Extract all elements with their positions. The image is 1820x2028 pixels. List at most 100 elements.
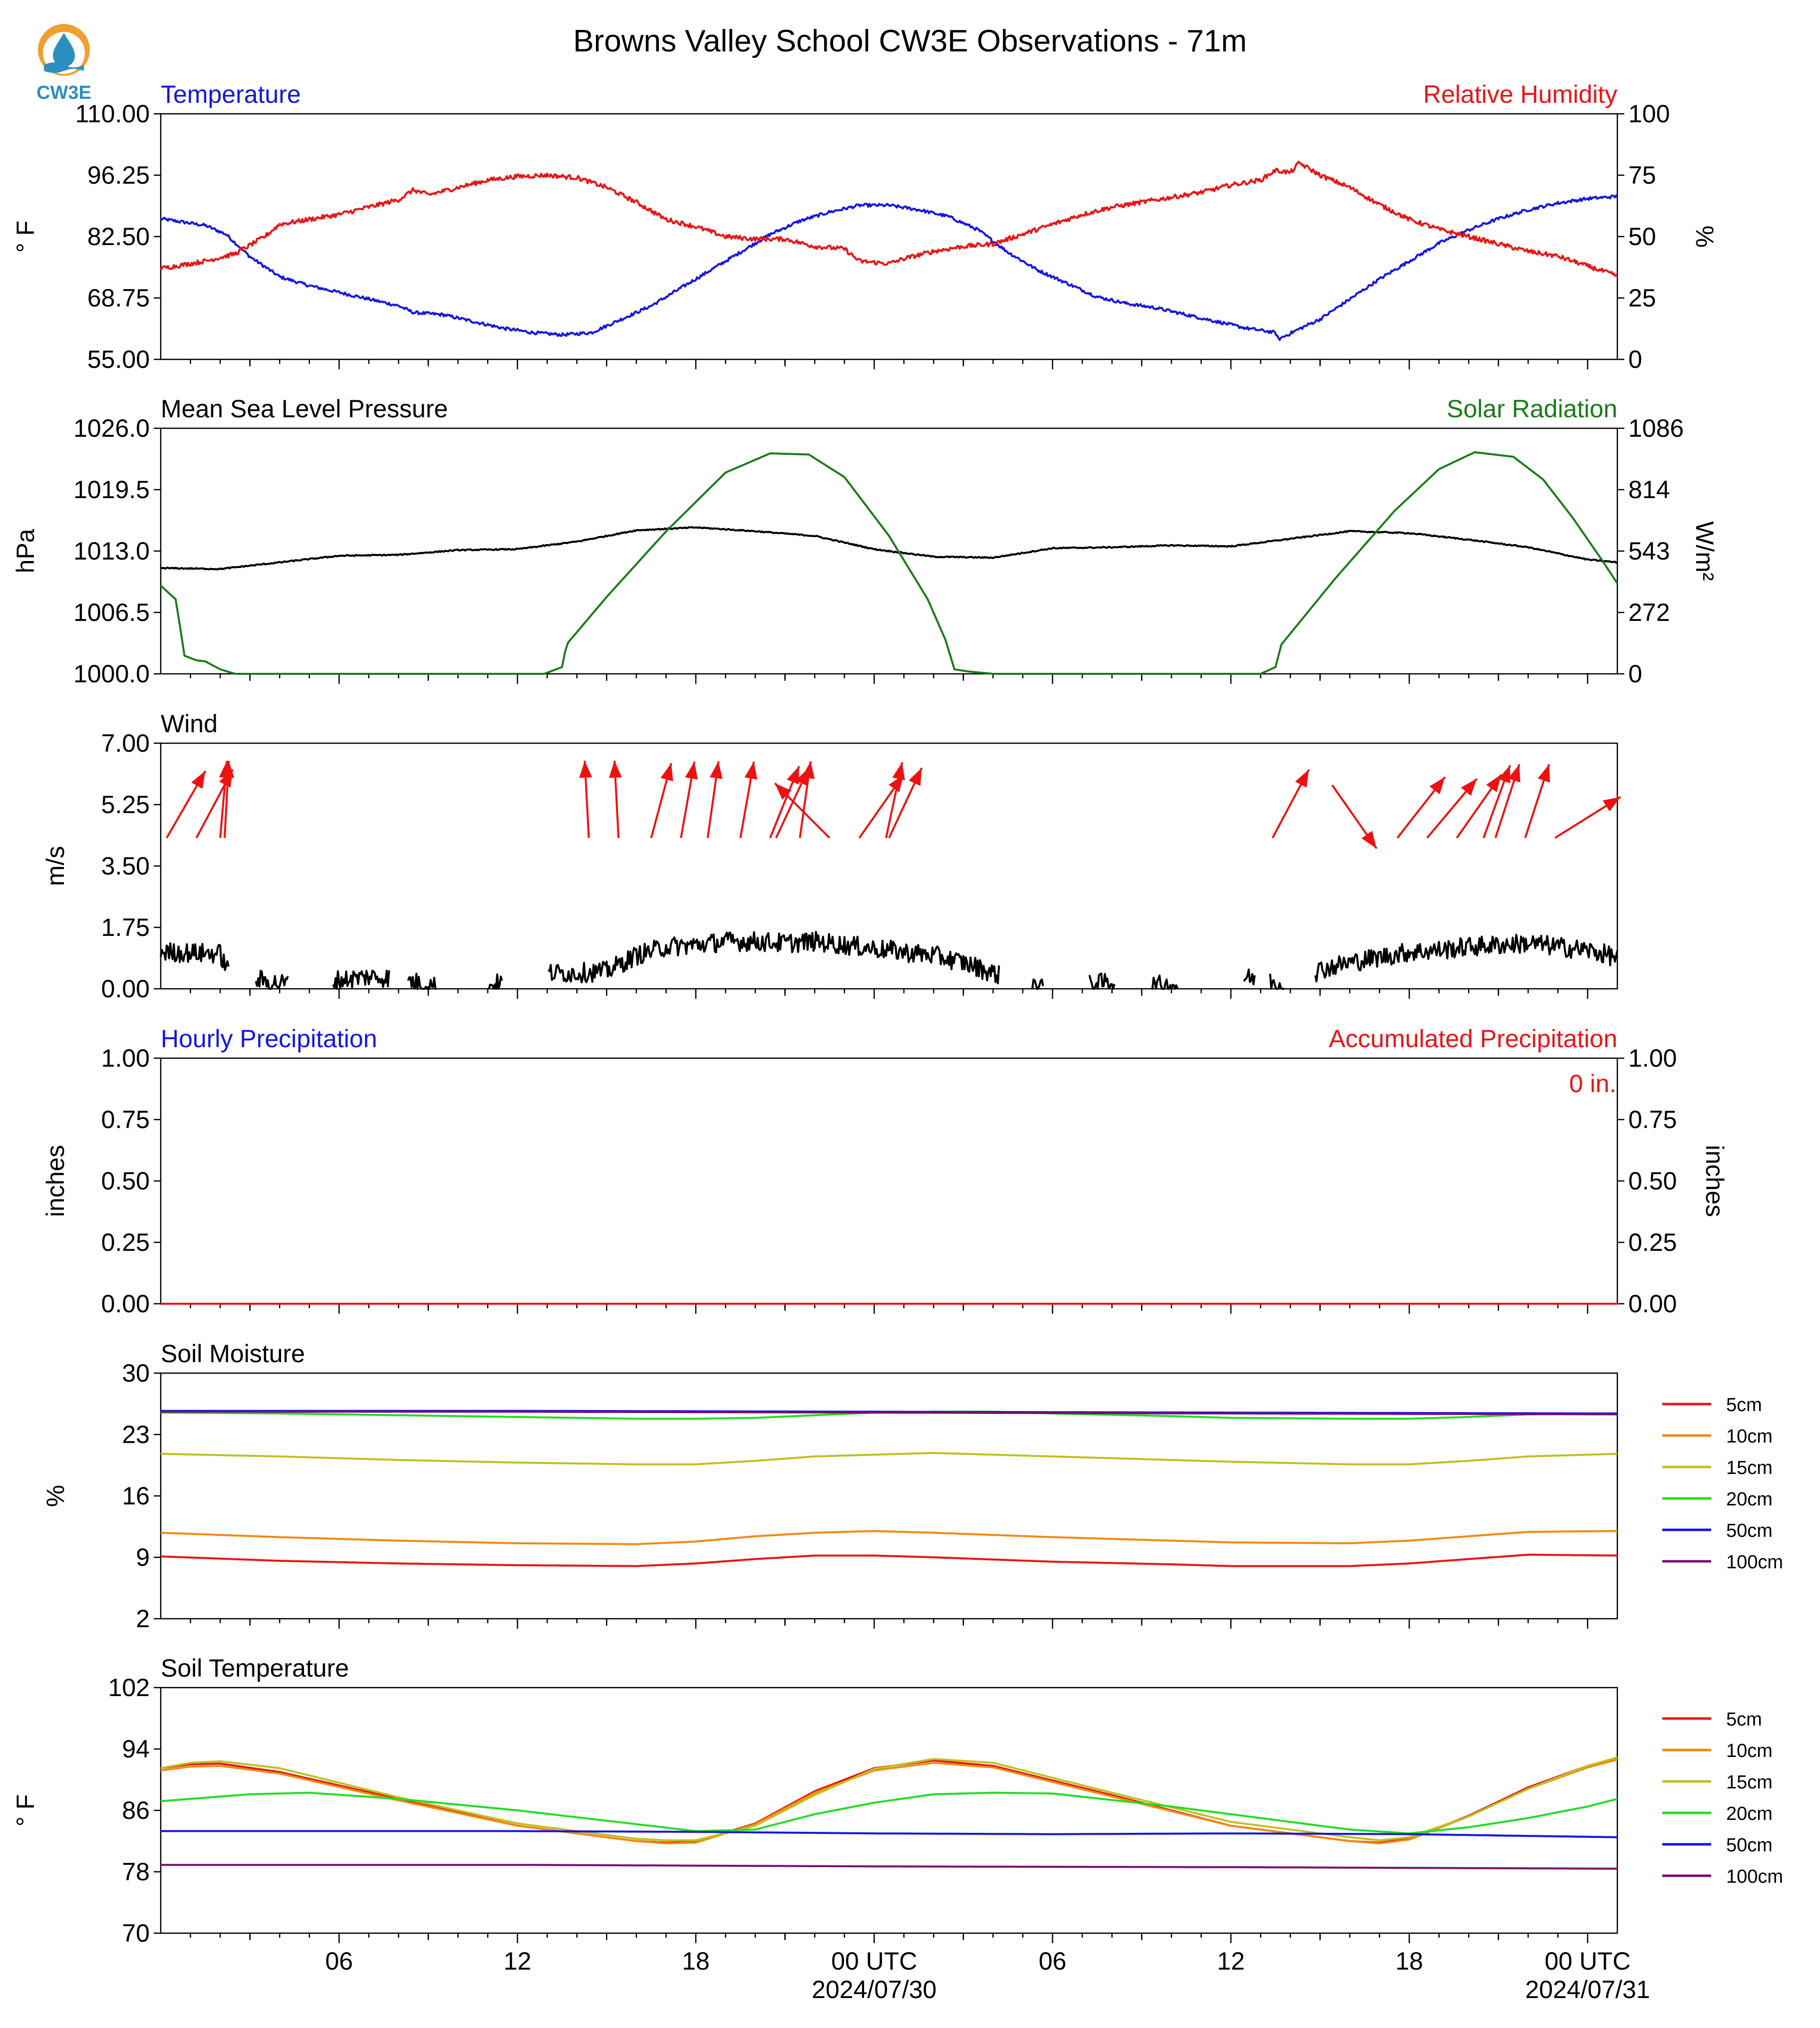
plot-frame	[160, 1687, 1618, 1934]
legend-label: 15cm	[1726, 1457, 1773, 1478]
panel-title-right: Solar Radiation	[1447, 395, 1617, 423]
wind-arrow	[166, 770, 207, 839]
legend-label: 100cm	[1726, 1866, 1783, 1887]
series-line-50cm	[161, 1830, 1618, 1838]
y-tick-label: 5.25	[101, 791, 150, 819]
y-tick-label: 0.75	[101, 1106, 150, 1134]
y-tick-label: 0.25	[101, 1228, 150, 1256]
y-tick-label: 30	[122, 1359, 150, 1387]
y-axis-label: inches	[41, 1145, 69, 1217]
panel-title-left: Mean Sea Level Pressure	[161, 395, 448, 423]
x-date-label: 2024/07/30	[812, 1976, 936, 2004]
wind-arrow	[799, 761, 815, 839]
legend-label: 20cm	[1726, 1803, 1773, 1824]
series-line-1	[160, 160, 1618, 277]
y2-tick-label: 1086	[1628, 414, 1684, 442]
wind-arrow	[1494, 764, 1520, 839]
plot-frame	[160, 1057, 1618, 1305]
panel-title-right: Accumulated Precipitation	[1329, 1025, 1617, 1053]
wind-arrow	[739, 761, 758, 839]
y-tick-label: 55.00	[87, 345, 150, 373]
wind-arrow-head	[1498, 765, 1511, 784]
logo-drop-icon	[53, 33, 75, 67]
plot-frame	[160, 113, 1618, 360]
y-axis-label: ° F	[11, 221, 39, 253]
y2-tick-label: 272	[1628, 598, 1670, 626]
wind-arrow	[1524, 764, 1550, 839]
y-tick-label: 1019.5	[73, 476, 150, 504]
legend-label: 50cm	[1726, 1520, 1773, 1541]
y-tick-label: 1013.0	[73, 537, 150, 565]
wind-arrow	[774, 782, 831, 839]
y-tick-label: 1.75	[101, 913, 150, 941]
y2-tick-label: 1.00	[1628, 1044, 1677, 1072]
wind-arrow	[706, 761, 723, 839]
y-tick-label: 82.50	[87, 223, 150, 251]
wind-arrow	[1426, 778, 1478, 839]
wind-arrow-head	[608, 760, 622, 778]
y2-tick-label: 0.25	[1628, 1228, 1677, 1256]
legend-label: 15cm	[1726, 1772, 1773, 1793]
panel-title-left: Hourly Precipitation	[161, 1025, 377, 1053]
y-tick-label: 86	[122, 1796, 150, 1824]
y-tick-label: 94	[122, 1735, 150, 1763]
wind-arrow-head	[909, 768, 922, 786]
wind-arrow-head	[787, 766, 799, 785]
series-line-0	[160, 931, 1618, 990]
y2-tick-label: 25	[1628, 284, 1656, 312]
y-tick-label: 1000.0	[73, 660, 150, 688]
wind-arrow-head	[660, 763, 673, 782]
wind-arrow	[769, 766, 800, 839]
y-tick-label: 110.00	[75, 100, 150, 128]
wind-arrow-head	[775, 783, 792, 800]
wind-arrow	[1331, 784, 1378, 850]
series-line-0	[160, 526, 1618, 571]
cw3e-logo: CW3E	[36, 24, 91, 103]
wind-arrow	[608, 760, 622, 838]
panel-wind: Wind 0.00 1.75 3.50 5.25 7.00 m/s	[41, 710, 1621, 1003]
wind-arrow-head	[744, 762, 758, 780]
y-axis-label: %	[41, 1485, 69, 1507]
panel-soil_temp: Soil Temperature 70 78 86 94 102 ° F 5cm 10cm 15c…	[11, 1654, 1783, 1947]
wind-arrow	[579, 760, 593, 838]
y-tick-label: 9	[136, 1543, 150, 1571]
y2-tick-label: 543	[1628, 537, 1670, 565]
series-line-10cm	[160, 1758, 1618, 1845]
series-line-15cm	[160, 1451, 1618, 1465]
y2-axis-label: inches	[1701, 1145, 1729, 1217]
y-tick-label: 1026.0	[73, 414, 150, 442]
legend-label: 20cm	[1726, 1489, 1773, 1510]
wind-arrow-head	[1295, 769, 1309, 788]
wind-arrow-head	[1429, 777, 1445, 795]
series-line-15cm	[160, 1756, 1618, 1841]
y2-tick-label: 0	[1628, 345, 1642, 373]
wind-arrow	[680, 761, 698, 839]
x-tick-label: 00 UTC	[831, 1947, 917, 1975]
wind-arrow-head	[709, 761, 723, 779]
wind-arrow-head	[191, 771, 206, 789]
y-tick-label: 102	[108, 1674, 150, 1702]
y-tick-label: 96.25	[87, 161, 150, 189]
y-tick-label: 0.50	[101, 1167, 150, 1195]
wind-arrow	[1456, 774, 1502, 839]
legend-label: 5cm	[1726, 1395, 1762, 1416]
series-line-1	[160, 451, 1618, 675]
logo-wave-icon	[44, 62, 84, 73]
y-tick-label: 7.00	[101, 729, 150, 757]
panel-title-left: Soil Temperature	[161, 1654, 349, 1682]
legend-label: 10cm	[1726, 1426, 1773, 1447]
y2-axis-label: %	[1691, 226, 1719, 248]
y-tick-label: 0.00	[101, 1290, 150, 1318]
y-axis-label: hPa	[11, 529, 39, 573]
x-tick-label: 06	[325, 1947, 353, 1975]
series-line-100cm	[161, 1411, 1617, 1416]
y-tick-label: 2	[136, 1605, 150, 1633]
wind-arrow	[888, 767, 923, 839]
wind-arrow	[650, 763, 673, 839]
panel-title-left: Soil Moisture	[161, 1340, 305, 1368]
x-tick-label: 18	[1395, 1947, 1423, 1975]
panel-title-left: Temperature	[161, 80, 301, 108]
x-tick-label: 12	[1217, 1947, 1245, 1975]
